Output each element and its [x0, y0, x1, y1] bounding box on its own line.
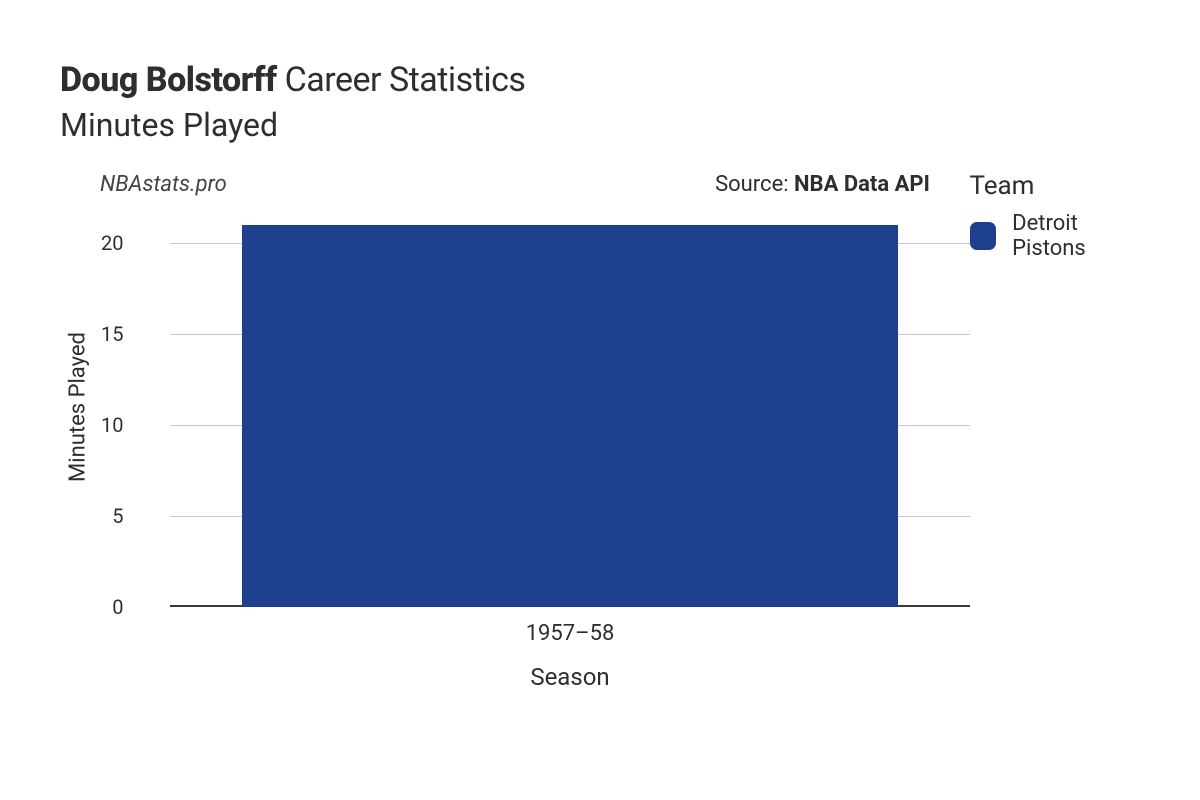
y-tick-label: 10 [64, 413, 124, 437]
legend-item: Detroit Pistons [970, 211, 1151, 261]
source: Source: NBA Data API [715, 172, 930, 197]
title-block: Doug Bolstorff Career Statistics Minutes… [60, 60, 1150, 144]
legend-title: Team [970, 171, 1151, 201]
subtitle: Minutes Played [60, 106, 1150, 144]
chart-row: Minutes Played Season 051015201957–58 Te… [60, 207, 1150, 667]
y-tick-label: 15 [64, 322, 124, 346]
legend-items: Detroit Pistons [970, 211, 1151, 261]
plot-area [170, 207, 970, 607]
source-name: NBA Data API [794, 172, 930, 197]
y-tick-label: 20 [64, 231, 124, 255]
player-name: Doug Bolstorff [60, 60, 277, 100]
x-tick-label: 1957–58 [526, 621, 615, 646]
title-line1: Doug Bolstorff Career Statistics [60, 60, 1150, 100]
watermark: NBAstats.pro [100, 172, 227, 197]
chart-frame: Minutes Played Season 051015201957–58 [60, 207, 950, 667]
source-label: Source: [715, 172, 794, 197]
chart-container: Doug Bolstorff Career Statistics Minutes… [0, 0, 1200, 800]
bar [242, 225, 898, 607]
legend: Team Detroit Pistons [970, 171, 1151, 261]
title-suffix: Career Statistics [285, 60, 526, 100]
y-tick-label: 0 [64, 595, 124, 619]
x-axis-title: Season [530, 663, 609, 691]
meta-row: NBAstats.pro Source: NBA Data API [60, 172, 930, 197]
legend-swatch [970, 222, 997, 250]
y-axis-title: Minutes Played [66, 332, 91, 482]
y-tick-label: 5 [64, 504, 124, 528]
legend-label: Detroit Pistons [1012, 211, 1150, 261]
